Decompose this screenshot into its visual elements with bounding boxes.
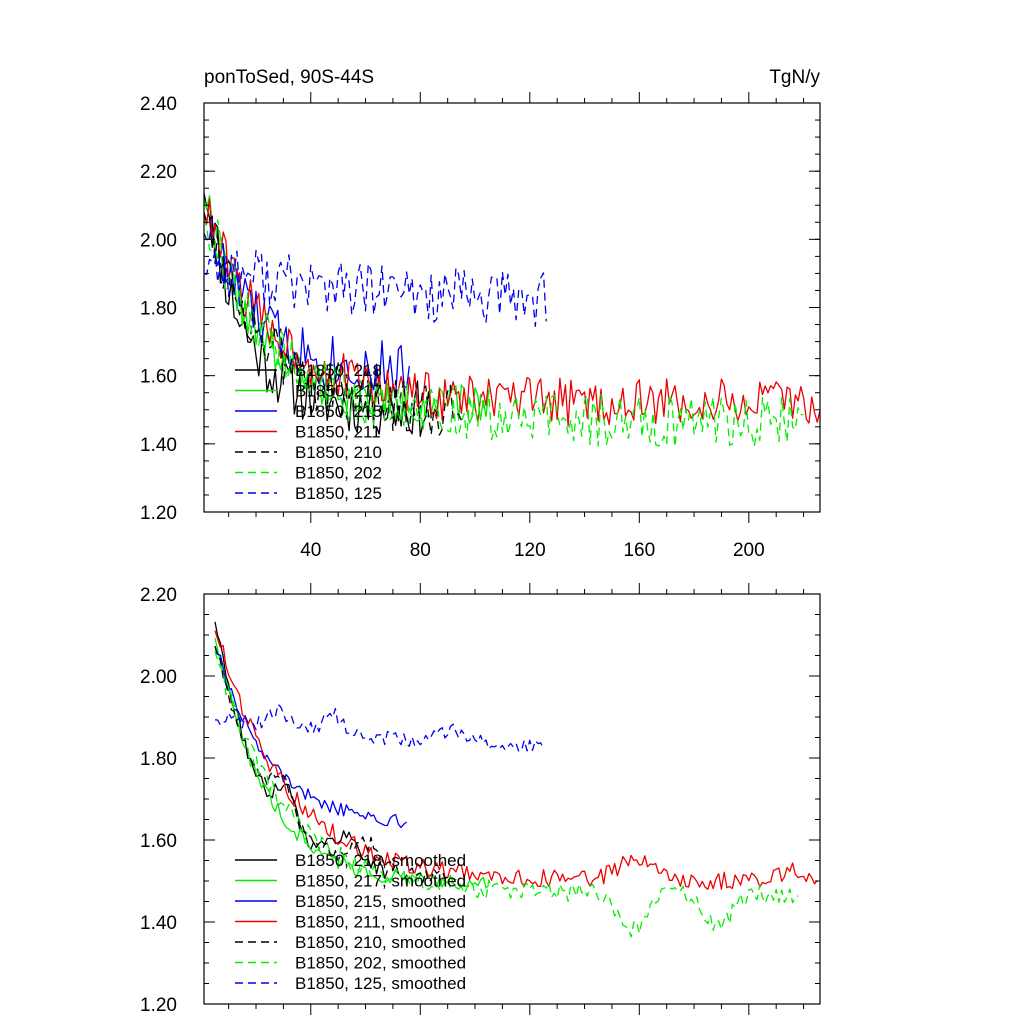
bottom-panel: 1.20 1.40 1.60 1.80 2.00 2.20 B1850, 218, smo… (140, 583, 821, 1016)
top-panel-title: ponToSed, 90S-44S (204, 67, 374, 88)
legend-label: B1850, 215 (295, 402, 382, 421)
legend-label: B1850, 211 (295, 423, 381, 442)
series-line-0-5 (203, 218, 804, 448)
bottom-plot-frame (203, 593, 821, 1005)
top-axis-ticks: 1.20 1.40 1.60 1.80 2.00 2.20 2.40 40 80 120 160 20… (140, 92, 820, 561)
legend-label: B1850, 202 (295, 464, 382, 483)
top-plot-frame (203, 102, 821, 513)
series-line-1-6 (214, 703, 545, 753)
series-line-0-1 (203, 194, 490, 424)
legend-label: B1850, 211, smoothed (295, 913, 465, 932)
top-panel-units: TgN/y (769, 67, 820, 88)
y-tick-label: 1.40 (140, 435, 177, 456)
legend-label: B1850, 217 (295, 382, 382, 401)
y-tick-label: 1.20 (140, 503, 177, 524)
legend-label: B1850, 218 (295, 361, 382, 380)
series-line-1-5 (214, 651, 799, 938)
legend-label: B1850, 218, smoothed (295, 851, 466, 870)
series-line-1-2 (214, 646, 408, 829)
series-line-1-1 (214, 638, 490, 890)
legend-label: B1850, 210 (295, 443, 382, 462)
y-tick-label: 1.80 (140, 299, 177, 320)
top-series-group (203, 192, 821, 448)
legend-label: B1850, 217, smoothed (295, 872, 466, 891)
y-tick-label: 2.20 (140, 585, 177, 606)
series-line-0-4 (203, 212, 462, 436)
top-panel: ponToSed, 90S-44S TgN/y 1.20 1.40 1.60 1.80… (140, 67, 821, 561)
y-tick-label: 1.40 (140, 913, 177, 934)
bottom-series-group (214, 621, 818, 938)
legend-label: B1850, 210, smoothed (295, 933, 466, 952)
series-line-1-3 (214, 630, 818, 890)
y-tick-label: 2.00 (140, 230, 177, 251)
legend-label: B1850, 215, smoothed (295, 892, 466, 911)
legend-label: B1850, 125, smoothed (295, 974, 466, 993)
x-tick-label: 80 (410, 540, 431, 561)
legend-label: B1850, 202, smoothed (295, 954, 466, 973)
series-line-1-0 (214, 621, 389, 880)
series-line-1-4 (214, 646, 448, 883)
x-tick-label: 200 (733, 540, 765, 561)
y-tick-label: 1.60 (140, 367, 177, 388)
y-tick-label: 1.20 (140, 995, 177, 1016)
y-tick-label: 2.20 (140, 162, 177, 183)
series-line-0-3 (203, 198, 821, 427)
y-tick-label: 1.60 (140, 831, 177, 852)
series-line-0-6 (203, 249, 547, 327)
legend-label: B1850, 125 (295, 484, 382, 503)
bottom-axis-ticks: 1.20 1.40 1.60 1.80 2.00 2.20 (140, 583, 820, 1016)
series-line-0-2 (203, 217, 410, 398)
y-tick-label: 2.40 (140, 94, 177, 115)
bottom-legend: B1850, 218, smoothed B1850, 217, smoothed… (235, 851, 466, 993)
y-tick-label: 2.00 (140, 667, 177, 688)
x-tick-label: 40 (300, 540, 321, 561)
x-tick-label: 120 (514, 540, 546, 561)
y-tick-label: 1.80 (140, 749, 177, 770)
x-tick-label: 160 (623, 540, 655, 561)
